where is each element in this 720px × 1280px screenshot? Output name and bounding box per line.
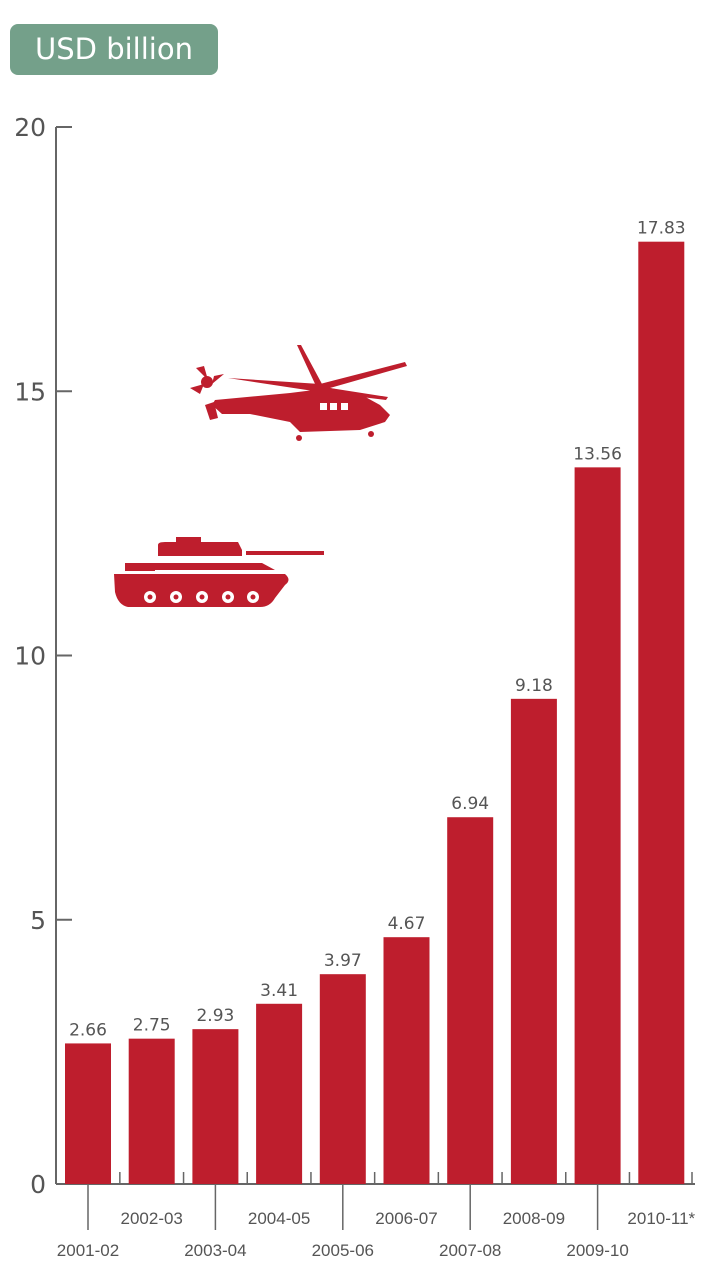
value-label: 9.18 bbox=[515, 676, 553, 696]
x-tick-label: 2005-06 bbox=[312, 1241, 374, 1260]
bar bbox=[128, 1038, 175, 1184]
value-label: 2.75 bbox=[133, 1016, 171, 1036]
bar bbox=[65, 1043, 111, 1184]
value-label: 2.93 bbox=[196, 1006, 234, 1026]
value-label: 3.41 bbox=[260, 981, 298, 1001]
x-tick-label: 2010-11* bbox=[627, 1209, 695, 1228]
bar bbox=[319, 974, 366, 1184]
y-tick-label: 5 bbox=[30, 906, 46, 935]
bar bbox=[447, 817, 494, 1184]
x-tick-label: 2002-03 bbox=[121, 1209, 183, 1228]
value-label: 2.66 bbox=[69, 1020, 107, 1040]
x-tick-label: 2003-04 bbox=[184, 1241, 246, 1260]
x-tick-label: 2007-08 bbox=[439, 1241, 501, 1260]
tank-icon bbox=[114, 537, 324, 607]
value-label: 3.97 bbox=[324, 951, 362, 971]
value-label: 13.56 bbox=[573, 444, 622, 464]
y-tick-label: 15 bbox=[14, 377, 46, 406]
value-label: 4.67 bbox=[388, 914, 426, 934]
x-tick-label: 2001-02 bbox=[57, 1241, 119, 1260]
bar bbox=[574, 467, 621, 1184]
bar bbox=[638, 241, 685, 1184]
unit-badge: USD billion bbox=[10, 24, 218, 75]
bar bbox=[510, 698, 557, 1184]
x-tick-label: 2006-07 bbox=[375, 1209, 437, 1228]
value-label: 6.94 bbox=[451, 794, 489, 814]
y-tick-label: 0 bbox=[30, 1170, 46, 1199]
bar bbox=[192, 1029, 239, 1184]
helicopter-icon bbox=[190, 345, 407, 441]
bar bbox=[383, 937, 430, 1184]
bar bbox=[256, 1003, 303, 1184]
y-tick-label: 10 bbox=[14, 642, 46, 671]
x-tick-label: 2008-09 bbox=[503, 1209, 565, 1228]
y-tick-label: 20 bbox=[14, 113, 46, 142]
x-tick-label: 2004-05 bbox=[248, 1209, 310, 1228]
value-label: 17.83 bbox=[637, 219, 686, 239]
x-tick-label: 2009-10 bbox=[566, 1241, 628, 1260]
